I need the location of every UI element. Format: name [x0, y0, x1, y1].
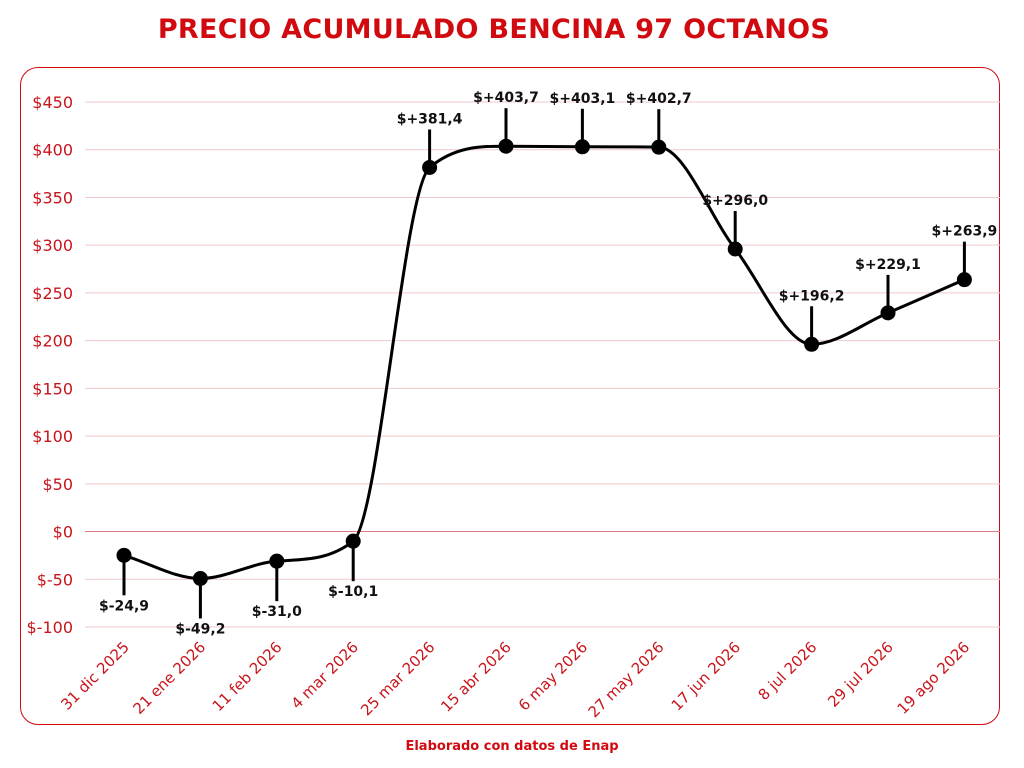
- data-point: [422, 159, 438, 175]
- y-tick-label: $200: [32, 332, 73, 351]
- y-axis-ticks: $450 $400 $350 $300 $250 $200 $150 $100 $50 $0 $-5…: [27, 93, 74, 637]
- y-tick-label: $50: [42, 475, 73, 494]
- data-label: $+403,7: [473, 90, 539, 106]
- x-tick-label: 19 ago 2026: [894, 638, 974, 718]
- x-tick-label: 25 mar 2026: [357, 638, 438, 719]
- data-label: $+196,2: [779, 288, 845, 304]
- gridlines: [85, 101, 1000, 628]
- data-point: [651, 139, 667, 155]
- label-stems: [122, 108, 966, 619]
- data-point: [116, 547, 132, 563]
- y-tick-label: $-50: [37, 570, 73, 589]
- data-label: $+296,0: [702, 193, 768, 209]
- source-note: Elaborado con datos de Enap: [405, 739, 619, 754]
- series-line: [122, 144, 966, 581]
- data-label: $+229,1: [855, 257, 921, 273]
- y-tick-label: $450: [32, 93, 73, 112]
- x-tick-label: 8 jul 2026: [755, 638, 821, 704]
- data-label: $-24,9: [99, 598, 149, 614]
- y-tick-label: $0: [53, 523, 73, 542]
- data-labels: $-24,9 $-49,2 $-31,0 $-10,1 $+381,4 $+403,7 $+…: [99, 90, 997, 637]
- data-label: $+381,4: [397, 111, 463, 127]
- data-point: [880, 305, 896, 321]
- chart-title: PRECIO ACUMULADO BENCINA 97 OCTANOS: [157, 14, 831, 45]
- x-tick-label: 31 dic 2025: [57, 638, 132, 713]
- y-tick-label: $350: [32, 188, 73, 207]
- x-tick-label: 11 feb 2026: [209, 638, 286, 715]
- data-point: [956, 272, 972, 288]
- data-label: $+402,7: [626, 91, 692, 107]
- data-point: [574, 139, 590, 155]
- data-point: [727, 241, 743, 257]
- data-point: [192, 571, 208, 587]
- y-tick-label: $250: [32, 284, 73, 303]
- x-tick-label: 6 may 2026: [515, 638, 591, 714]
- data-label: $+263,9: [932, 224, 998, 240]
- y-tick-label: $150: [32, 379, 73, 398]
- y-tick-label: $400: [32, 141, 73, 160]
- chart-frame: [20, 67, 1000, 725]
- data-point: [269, 553, 285, 569]
- y-tick-label: $100: [32, 427, 73, 446]
- x-tick-label: 17 jun 2026: [668, 638, 744, 714]
- data-point: [498, 138, 514, 154]
- x-tick-label: 29 jul 2026: [824, 638, 897, 711]
- data-label: $-10,1: [328, 584, 378, 600]
- y-tick-label: $300: [32, 236, 73, 255]
- x-tick-label: 21 ene 2026: [129, 638, 209, 718]
- y-tick-label: $-100: [27, 618, 74, 637]
- data-points: [116, 138, 972, 587]
- x-tick-label: 15 abr 2026: [437, 638, 515, 716]
- x-tick-label: 4 mar 2026: [288, 638, 362, 712]
- data-label: $+403,1: [550, 91, 616, 107]
- data-label: $-31,0: [252, 604, 302, 620]
- data-label: $-49,2: [175, 622, 225, 638]
- data-point: [804, 336, 820, 352]
- x-tick-label: 27 may 2026: [585, 638, 668, 721]
- data-point: [345, 533, 361, 549]
